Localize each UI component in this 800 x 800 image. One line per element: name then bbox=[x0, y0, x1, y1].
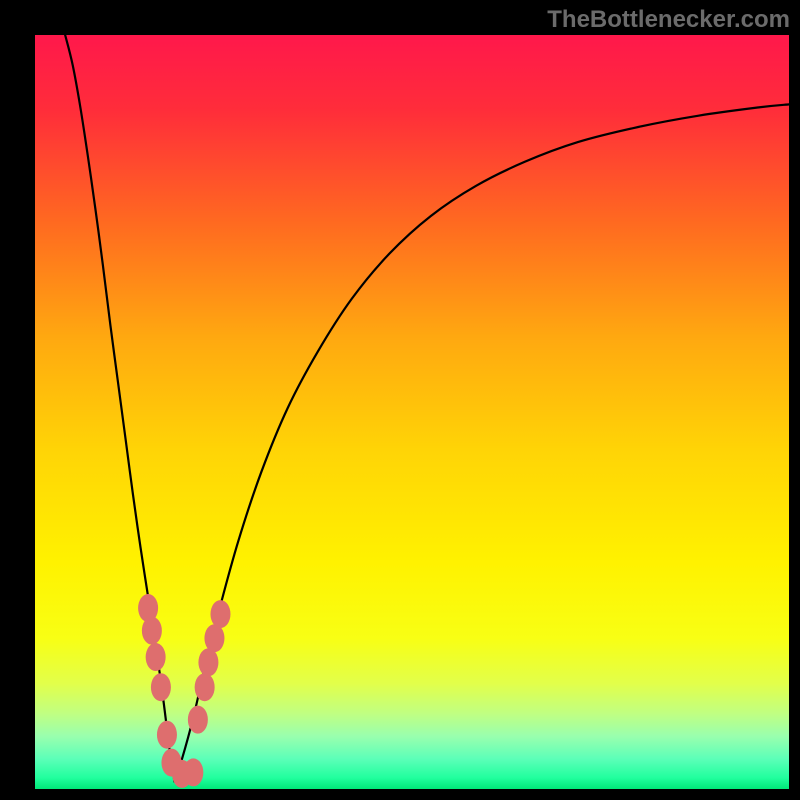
data-marker bbox=[142, 617, 162, 645]
curve-overlay bbox=[35, 35, 789, 789]
data-marker bbox=[146, 643, 166, 671]
watermark-text: TheBottlenecker.com bbox=[547, 6, 790, 34]
curve-right bbox=[174, 104, 789, 781]
data-marker bbox=[188, 706, 208, 734]
data-marker bbox=[183, 758, 203, 786]
data-marker bbox=[204, 624, 224, 652]
data-marker bbox=[195, 673, 215, 701]
data-marker bbox=[210, 600, 230, 628]
chart-container: TheBottlenecker.com bbox=[0, 0, 800, 800]
data-marker bbox=[157, 721, 177, 749]
data-markers bbox=[138, 594, 230, 788]
data-marker bbox=[198, 648, 218, 676]
data-marker bbox=[151, 673, 171, 701]
plot-area bbox=[35, 35, 789, 789]
